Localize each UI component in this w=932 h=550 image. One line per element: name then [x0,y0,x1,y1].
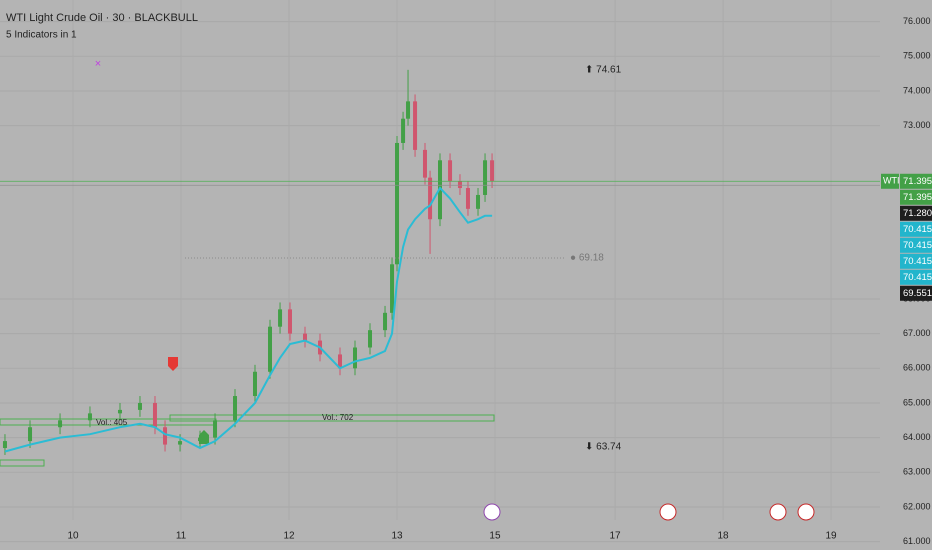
price-badge-label: 71.395 [903,176,932,187]
candle-body [213,420,218,438]
x-tick-label: 15 [489,531,501,542]
y-tick-label: 64.000 [903,432,931,442]
y-tick-label: 65.000 [903,397,931,407]
symbol-label: WTI [883,176,900,186]
price-badge [900,285,932,301]
candle-body [252,371,257,397]
candle-body [87,413,92,421]
event-icon[interactable] [483,503,501,521]
candle-body [390,264,395,313]
event-icon[interactable] [659,503,677,521]
candle-body [422,149,427,178]
price-badge [900,269,932,285]
y-tick-label: 67.000 [903,328,931,338]
price-badge-label: 70.415 [903,240,932,251]
candle-body [395,142,400,265]
candle-body [483,160,488,195]
candle-body [383,312,388,331]
candle-body [368,330,373,348]
price-badge-label: 70.415 [903,256,932,267]
moving-average [4,186,493,453]
chart-title: WTI Light Crude Oil · 30 · BLACKBULL [6,12,198,24]
y-tick-label: 76.000 [903,16,931,26]
volume-label: Vol.: 405 [96,418,128,427]
candle-body [268,326,273,372]
candle-body [2,441,7,449]
candle-body [337,354,342,369]
price-badge [900,173,932,189]
candle-body [28,427,33,442]
sell-marker [168,357,178,371]
price-badge [900,237,932,253]
chart-subtitle: 5 Indicators in 1 [6,30,77,41]
candle-body [233,396,238,421]
y-tick-label: 74.000 [903,85,931,95]
price-badge-label: 70.415 [903,224,932,235]
y-tick-label: 66.000 [903,363,931,373]
candle-body [58,420,63,428]
candle-body [465,188,470,209]
x-tick-label: 19 [826,531,838,542]
annotation: ⬆ 74.61 [585,64,622,75]
price-badge [900,253,932,269]
price-badge [900,221,932,237]
x-tick-label: 13 [391,531,403,542]
candle-body [476,194,481,209]
candle-body [428,177,433,220]
candle-body [117,409,122,414]
zone-box [169,414,495,422]
candle-body [137,402,142,410]
x-tick-label: 12 [283,531,295,542]
marker-x: × [95,58,101,70]
plot [2,69,495,455]
candle-body [413,101,418,150]
candle-body [163,427,168,445]
candle-body [152,402,157,428]
price-badge [900,189,932,205]
event-icon[interactable] [797,503,815,521]
candle-body [401,118,406,143]
y-tick-label: 73.000 [903,120,931,130]
x-tick-label: 17 [610,531,622,542]
annotation: ⬇ 63.74 [585,441,622,452]
candle-body [406,101,411,119]
y-tick-label: 62.000 [903,501,931,511]
y-tick-label: 75.000 [903,51,931,61]
x-tick-label: 11 [176,531,187,542]
volume-label: Vol.: 702 [322,413,354,422]
candle-body [178,441,183,445]
y-tick-label: 61.000 [903,536,931,546]
candle-body [278,309,283,327]
grid [0,21,880,543]
candle-body [490,160,495,182]
candle-body [457,181,462,189]
candle-body [287,309,292,334]
x-tick-label: 18 [718,531,730,542]
price-badge-label: 70.415 [903,272,932,283]
price-badge-label: 71.395 [903,192,932,203]
annotation: ● 69.18 [570,253,604,264]
x-tick-label: 10 [67,531,79,542]
event-icon[interactable] [769,503,787,521]
candle-body [302,333,307,341]
candle-body [198,437,203,442]
symbol-badge [881,173,899,189]
y-tick-label: 63.000 [903,467,931,477]
zone-box [0,459,45,467]
candle-body [448,160,453,182]
price-badge-label: 71.280 [903,208,932,219]
price-badge-label: 69.551 [903,288,932,299]
candle-body [353,347,358,369]
price-badge [900,205,932,221]
